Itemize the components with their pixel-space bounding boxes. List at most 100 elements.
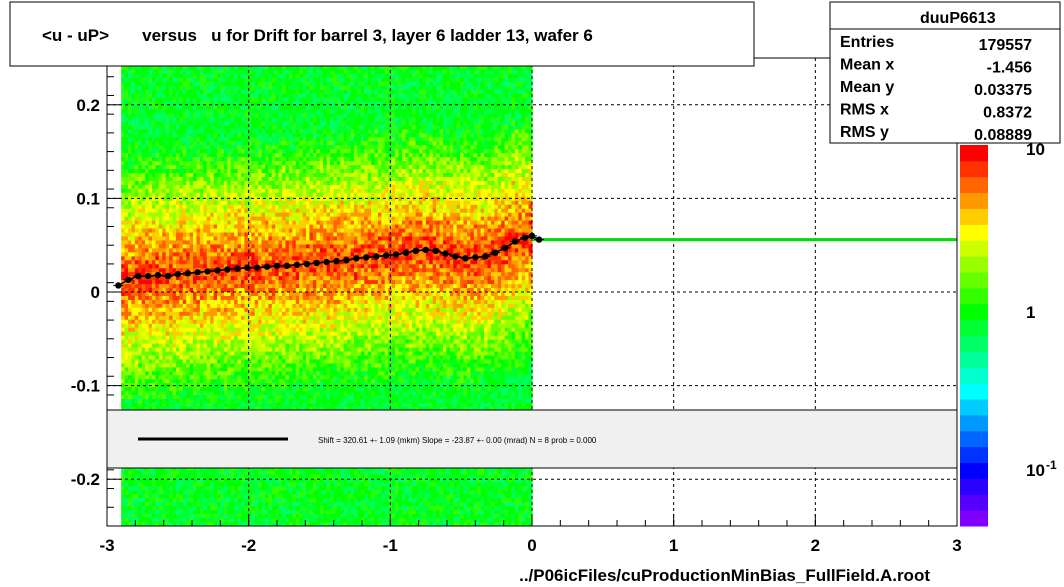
heatmap-cell bbox=[254, 216, 259, 222]
heatmap-cell bbox=[148, 379, 153, 384]
heatmap-cell bbox=[261, 331, 266, 337]
heatmap-cell bbox=[121, 204, 126, 210]
heatmap-cell bbox=[223, 125, 228, 130]
heatmap-cell bbox=[145, 173, 150, 178]
heatmap-cell bbox=[165, 169, 170, 174]
heatmap-cell bbox=[121, 180, 126, 186]
heatmap-cell bbox=[199, 510, 204, 515]
heatmap-cell bbox=[261, 486, 266, 491]
heatmap-cell bbox=[162, 311, 167, 317]
heatmap-cell bbox=[237, 284, 242, 289]
heatmap-cell bbox=[203, 216, 208, 222]
heatmap-cell bbox=[145, 494, 150, 499]
heatmap-cell bbox=[240, 113, 246, 119]
heatmap-cell bbox=[199, 470, 204, 476]
heatmap-cell bbox=[182, 204, 187, 210]
heatmap-cell bbox=[193, 81, 198, 87]
heatmap-cell bbox=[155, 323, 160, 329]
heatmap-cell bbox=[254, 125, 259, 130]
heatmap-cell bbox=[145, 224, 150, 230]
heatmap-cell bbox=[148, 240, 153, 246]
heatmap-cell bbox=[230, 391, 235, 396]
heatmap-cell bbox=[169, 105, 174, 111]
heatmap-cell bbox=[254, 169, 259, 174]
heatmap-cell bbox=[138, 284, 143, 289]
heatmap-cell bbox=[217, 101, 222, 107]
heatmap-cell bbox=[151, 284, 156, 289]
heatmap-cell bbox=[169, 133, 174, 138]
heatmap-cell bbox=[223, 522, 228, 526]
heatmap-cell bbox=[223, 200, 228, 206]
heatmap-cell bbox=[169, 260, 174, 265]
heatmap-cell bbox=[237, 335, 242, 341]
heatmap-cell bbox=[128, 176, 133, 182]
heatmap-cell bbox=[254, 359, 259, 364]
heatmap-cell bbox=[162, 244, 167, 249]
heatmap-cell bbox=[182, 518, 187, 523]
heatmap-cell bbox=[217, 303, 222, 309]
heatmap-cell bbox=[227, 169, 232, 174]
heatmap-cell bbox=[189, 498, 194, 503]
heatmap-cell bbox=[230, 65, 235, 71]
heatmap-cell bbox=[179, 256, 184, 261]
heatmap-cell bbox=[155, 200, 160, 206]
heatmap-cell bbox=[175, 65, 180, 71]
heatmap-cell bbox=[138, 367, 143, 372]
heatmap-cell bbox=[247, 319, 252, 325]
heatmap-cell bbox=[213, 331, 218, 337]
heatmap-cell bbox=[193, 161, 198, 166]
heatmap-cell bbox=[196, 299, 201, 305]
heatmap-cell bbox=[158, 169, 163, 174]
heatmap-cell bbox=[148, 208, 153, 214]
heatmap-cell bbox=[151, 339, 156, 345]
heatmap-cell bbox=[258, 240, 263, 246]
heatmap-cell bbox=[264, 176, 269, 182]
heatmap-cell bbox=[186, 391, 191, 396]
heatmap-cell bbox=[169, 403, 174, 408]
heatmap-cell bbox=[251, 272, 256, 277]
heatmap-cell bbox=[138, 363, 143, 368]
heatmap-cell bbox=[179, 188, 184, 194]
heatmap-cell bbox=[213, 494, 218, 499]
heatmap-cell bbox=[182, 157, 187, 162]
heatmap-cell bbox=[128, 129, 133, 134]
heatmap-cell bbox=[131, 319, 136, 325]
heatmap-cell bbox=[217, 264, 222, 269]
heatmap-cell bbox=[162, 188, 167, 194]
heatmap-cell bbox=[148, 355, 153, 361]
heatmap-cell bbox=[175, 280, 180, 285]
heatmap-cell bbox=[220, 85, 225, 91]
heatmap-cell bbox=[234, 299, 239, 305]
heatmap-cell bbox=[244, 482, 249, 487]
heatmap-cell bbox=[175, 276, 180, 281]
heatmap-cell bbox=[162, 121, 167, 127]
heatmap-cell bbox=[145, 169, 150, 174]
heatmap-cell bbox=[124, 248, 129, 253]
heatmap-cell bbox=[230, 303, 235, 309]
heatmap-cell bbox=[227, 85, 232, 91]
heatmap-cell bbox=[261, 161, 266, 166]
heatmap-cell bbox=[148, 252, 153, 257]
heatmap-cell bbox=[193, 482, 198, 487]
heatmap-cell bbox=[217, 165, 222, 170]
heatmap-cell bbox=[182, 466, 187, 472]
heatmap-cell bbox=[237, 295, 242, 301]
heatmap-cell bbox=[217, 399, 222, 404]
heatmap-cell bbox=[131, 335, 136, 341]
heatmap-cell bbox=[121, 375, 126, 380]
heatmap-cell bbox=[244, 375, 249, 380]
heatmap-cell bbox=[206, 77, 211, 83]
heatmap-cell bbox=[193, 359, 198, 364]
heatmap-cell bbox=[217, 184, 222, 190]
heatmap-cell bbox=[189, 391, 194, 396]
heatmap-cell bbox=[186, 113, 191, 119]
heatmap-cell bbox=[258, 292, 263, 297]
heatmap-cell bbox=[258, 383, 263, 388]
heatmap-cell bbox=[145, 268, 150, 273]
heatmap-cell bbox=[206, 232, 211, 238]
heatmap-cell bbox=[237, 200, 242, 206]
heatmap-cell bbox=[189, 161, 194, 166]
heatmap-cell bbox=[138, 208, 143, 214]
heatmap-cell bbox=[138, 268, 143, 273]
heatmap-cell bbox=[141, 510, 146, 515]
